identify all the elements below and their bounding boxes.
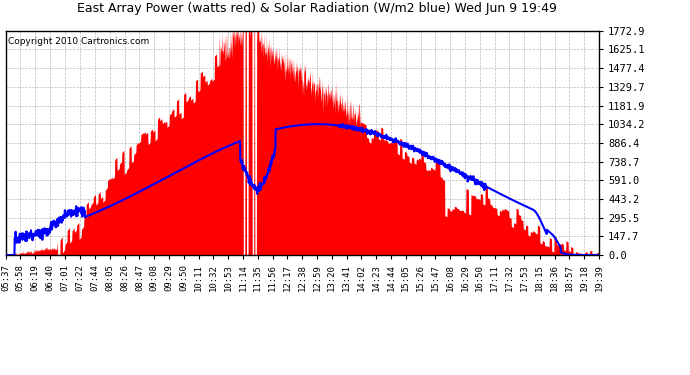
Text: Copyright 2010 Cartronics.com: Copyright 2010 Cartronics.com: [8, 38, 150, 46]
Text: East Array Power (watts red) & Solar Radiation (W/m2 blue) Wed Jun 9 19:49: East Array Power (watts red) & Solar Rad…: [77, 2, 558, 15]
